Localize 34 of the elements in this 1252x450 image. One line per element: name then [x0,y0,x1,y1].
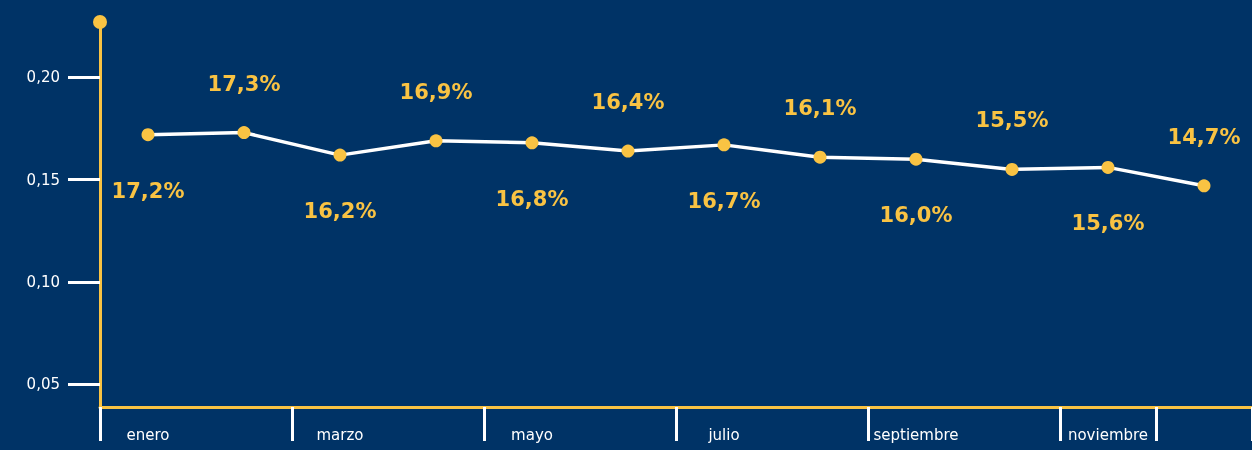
point [333,148,347,162]
data-label: 16,8% [495,186,569,211]
data-label: 15,5% [975,108,1049,133]
data-label: 16,7% [687,188,761,213]
x-tick-label: marzo [316,425,364,444]
x-tick-label: enero [126,425,170,444]
data-label: 16,4% [591,90,665,115]
data-label: 16,2% [303,199,377,224]
point [525,136,539,150]
point [1005,162,1019,176]
point [621,144,635,158]
data-label: 14,7% [1167,124,1241,149]
data-label: 17,2% [111,178,185,203]
x-tick-label: septiembre [873,425,959,444]
point [237,126,251,140]
data-label: 17,3% [207,71,281,96]
x-tick-label: noviembre [1067,425,1149,444]
point [141,128,155,142]
point [813,150,827,164]
y-tick-label: 0,05 [26,375,60,394]
y-tick-label: 0,15 [26,170,60,189]
point [909,152,923,166]
data-label: 16,1% [783,96,857,121]
data-label: 16,0% [879,203,953,228]
y-tick-label: 0,10 [26,273,60,292]
point [1197,179,1211,193]
x-tick-label: mayo [511,425,553,444]
point [1101,160,1115,174]
point [429,134,443,148]
x-tick-label: julio [707,425,740,444]
y-tick-label: 0,20 [26,68,60,87]
data-label: 16,9% [399,79,473,104]
data-label: 15,6% [1071,211,1145,236]
point [717,138,731,152]
